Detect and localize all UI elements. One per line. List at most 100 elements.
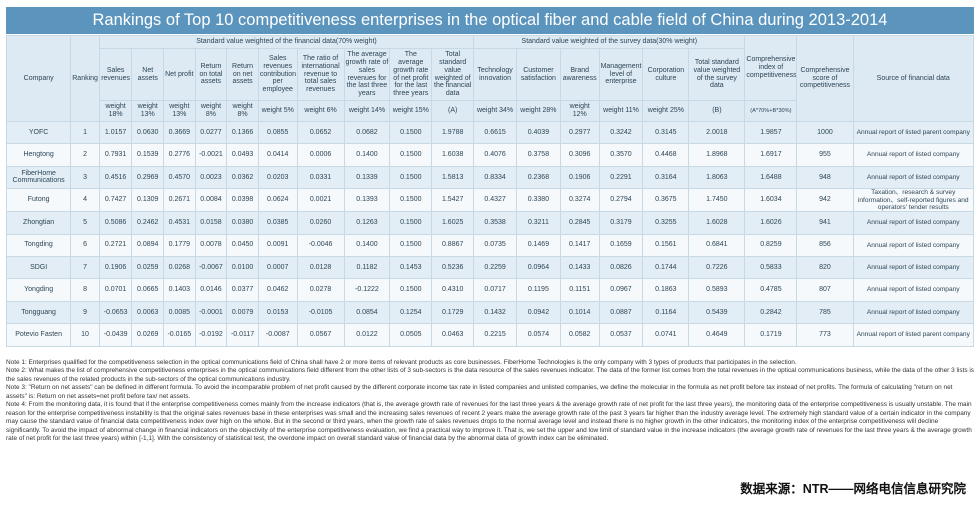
- value-cell: 0.3164: [642, 165, 690, 190]
- header-col-10: Total standard value weighted of the fin…: [431, 48, 475, 101]
- value-cell: 0.0269: [131, 323, 165, 347]
- value-cell: -0.0439: [98, 323, 133, 347]
- header-source: Source of financial data: [852, 35, 974, 122]
- company-cell: YOFC: [5, 120, 72, 145]
- company-cell: FiberHome Communications: [5, 165, 72, 190]
- rank-cell: 10: [70, 323, 100, 347]
- rank-cell: 7: [70, 256, 100, 280]
- note-2: Note 2: What makes the list of comprehen…: [6, 367, 975, 383]
- source-cell: Annual report of listed company: [852, 165, 974, 190]
- score-cell: 941: [796, 211, 854, 235]
- header-weight-12: weight 28%: [515, 100, 561, 122]
- value-cell: 0.3096: [559, 143, 600, 167]
- company-cell: Potevio Fasten: [5, 323, 72, 347]
- value-cell: -0.0165: [163, 323, 196, 347]
- value-cell: 0.2969: [131, 165, 165, 190]
- value-cell: 1.6028: [688, 211, 746, 235]
- value-cell: 0.4076: [473, 143, 517, 167]
- value-cell: 0.0023: [194, 165, 228, 190]
- score-cell: 948: [796, 165, 854, 190]
- value-cell: 0.2776: [163, 143, 196, 167]
- value-cell: 0.0826: [598, 256, 644, 280]
- value-cell: 0.2368: [515, 165, 561, 190]
- header-weight-14: weight 11%: [598, 100, 644, 122]
- value-cell: 0.0964: [515, 256, 561, 280]
- value-cell: 0.0574: [515, 323, 561, 347]
- value-cell: 0.3242: [598, 120, 644, 145]
- value-cell: 0.5086: [98, 211, 133, 235]
- header-col-13: Brand awareness: [559, 48, 600, 101]
- score-cell: 856: [796, 233, 854, 258]
- note-1: Note 1: Enterprises qualified for the co…: [6, 359, 797, 366]
- value-cell: 0.1400: [343, 233, 391, 258]
- value-cell: 0.1254: [389, 300, 433, 325]
- value-cell: 0.1500: [389, 120, 433, 145]
- value-cell: 0.1729: [431, 300, 475, 325]
- value-cell: 0.0079: [226, 300, 259, 325]
- table-row: SDGI 7 0.1906 0.0259 0.0268 -0.0067 0.0100 0.00…: [5, 256, 974, 280]
- value-cell: 0.0894: [131, 233, 165, 258]
- value-cell: 0.3380: [515, 188, 561, 213]
- data-source: 数据来源：NTR——网络电信信息研究院: [740, 482, 966, 496]
- value-cell: 0.1863: [642, 278, 690, 302]
- value-cell: 0.0741: [642, 323, 690, 347]
- header-weight-16: (B): [688, 100, 746, 122]
- value-cell: 0.0665: [131, 278, 165, 302]
- source-cell: Annual report of listed company: [852, 256, 974, 280]
- value-cell: 0.3538: [473, 211, 517, 235]
- value-cell: -0.0087: [257, 323, 298, 347]
- value-cell: 0.0021: [296, 188, 345, 213]
- value-cell: 0.3758: [515, 143, 561, 167]
- value-cell: 0.0887: [598, 300, 644, 325]
- rank-cell: 4: [70, 188, 100, 213]
- value-cell: -0.0067: [194, 256, 228, 280]
- value-cell: 0.7427: [98, 188, 133, 213]
- value-cell: 0.0630: [131, 120, 165, 145]
- value-cell: -0.0192: [194, 323, 228, 347]
- header-col-5: Return on net assets: [226, 48, 259, 101]
- value-cell: 0.1393: [343, 188, 391, 213]
- source-cell: Annual report of listed company: [852, 211, 974, 235]
- table-row: Tongding 6 0.2721 0.0894 0.1779 0.0078 0.0450 0…: [5, 233, 974, 258]
- value-cell: 0.0537: [598, 323, 644, 347]
- header-weight-9: weight 15%: [389, 100, 433, 122]
- table-title: Rankings of Top 10 competitiveness enter…: [6, 7, 974, 34]
- value-cell: 0.0735: [473, 233, 517, 258]
- value-cell: 0.1014: [559, 300, 600, 325]
- header-weight-10: (A): [431, 100, 475, 122]
- source-cell: Annual report of listed parent company: [852, 323, 974, 347]
- value-cell: 0.4531: [163, 211, 196, 235]
- value-cell: 0.1263: [343, 211, 391, 235]
- header-weight-7: weight 6%: [296, 100, 345, 122]
- value-cell: 0.0652: [296, 120, 345, 145]
- score-cell: 807: [796, 278, 854, 302]
- value-cell: 0.1539: [131, 143, 165, 167]
- value-cell: 0.3179: [598, 211, 644, 235]
- header-weight-8: weight 14%: [343, 100, 391, 122]
- value-cell: -0.0653: [98, 300, 133, 325]
- header-weight-2: weight 13%: [131, 100, 165, 122]
- source-cell: Annual report of listed company: [852, 143, 974, 167]
- score-cell: 1000: [796, 120, 854, 145]
- value-cell: 0.2291: [598, 165, 644, 190]
- value-cell: 0.0146: [194, 278, 228, 302]
- value-cell: 0.0007: [257, 256, 298, 280]
- value-cell: 0.4570: [163, 165, 196, 190]
- value-cell: 0.1906: [98, 256, 133, 280]
- value-cell: 0.0128: [296, 256, 345, 280]
- value-cell: 0.1500: [389, 278, 433, 302]
- header-group-survey: Standard value weighted of the survey da…: [473, 35, 746, 49]
- value-cell: 0.0493: [226, 143, 259, 167]
- table-row: Hengtong 2 0.7931 0.1539 0.2776 -0.0021 0.0493…: [5, 143, 974, 167]
- value-cell: 0.1500: [389, 233, 433, 258]
- value-cell: 0.0078: [194, 233, 228, 258]
- value-cell: -0.0105: [296, 300, 345, 325]
- value-cell: 0.5236: [431, 256, 475, 280]
- value-cell: 0.1432: [473, 300, 517, 325]
- value-cell: 0.2215: [473, 323, 517, 347]
- value-cell: 0.7226: [688, 256, 746, 280]
- source-cell: Annual report of listed company: [852, 278, 974, 302]
- rank-cell: 8: [70, 278, 100, 302]
- header-group-financial: Standard value weighted of the financial…: [98, 35, 475, 49]
- value-cell: 0.0259: [131, 256, 165, 280]
